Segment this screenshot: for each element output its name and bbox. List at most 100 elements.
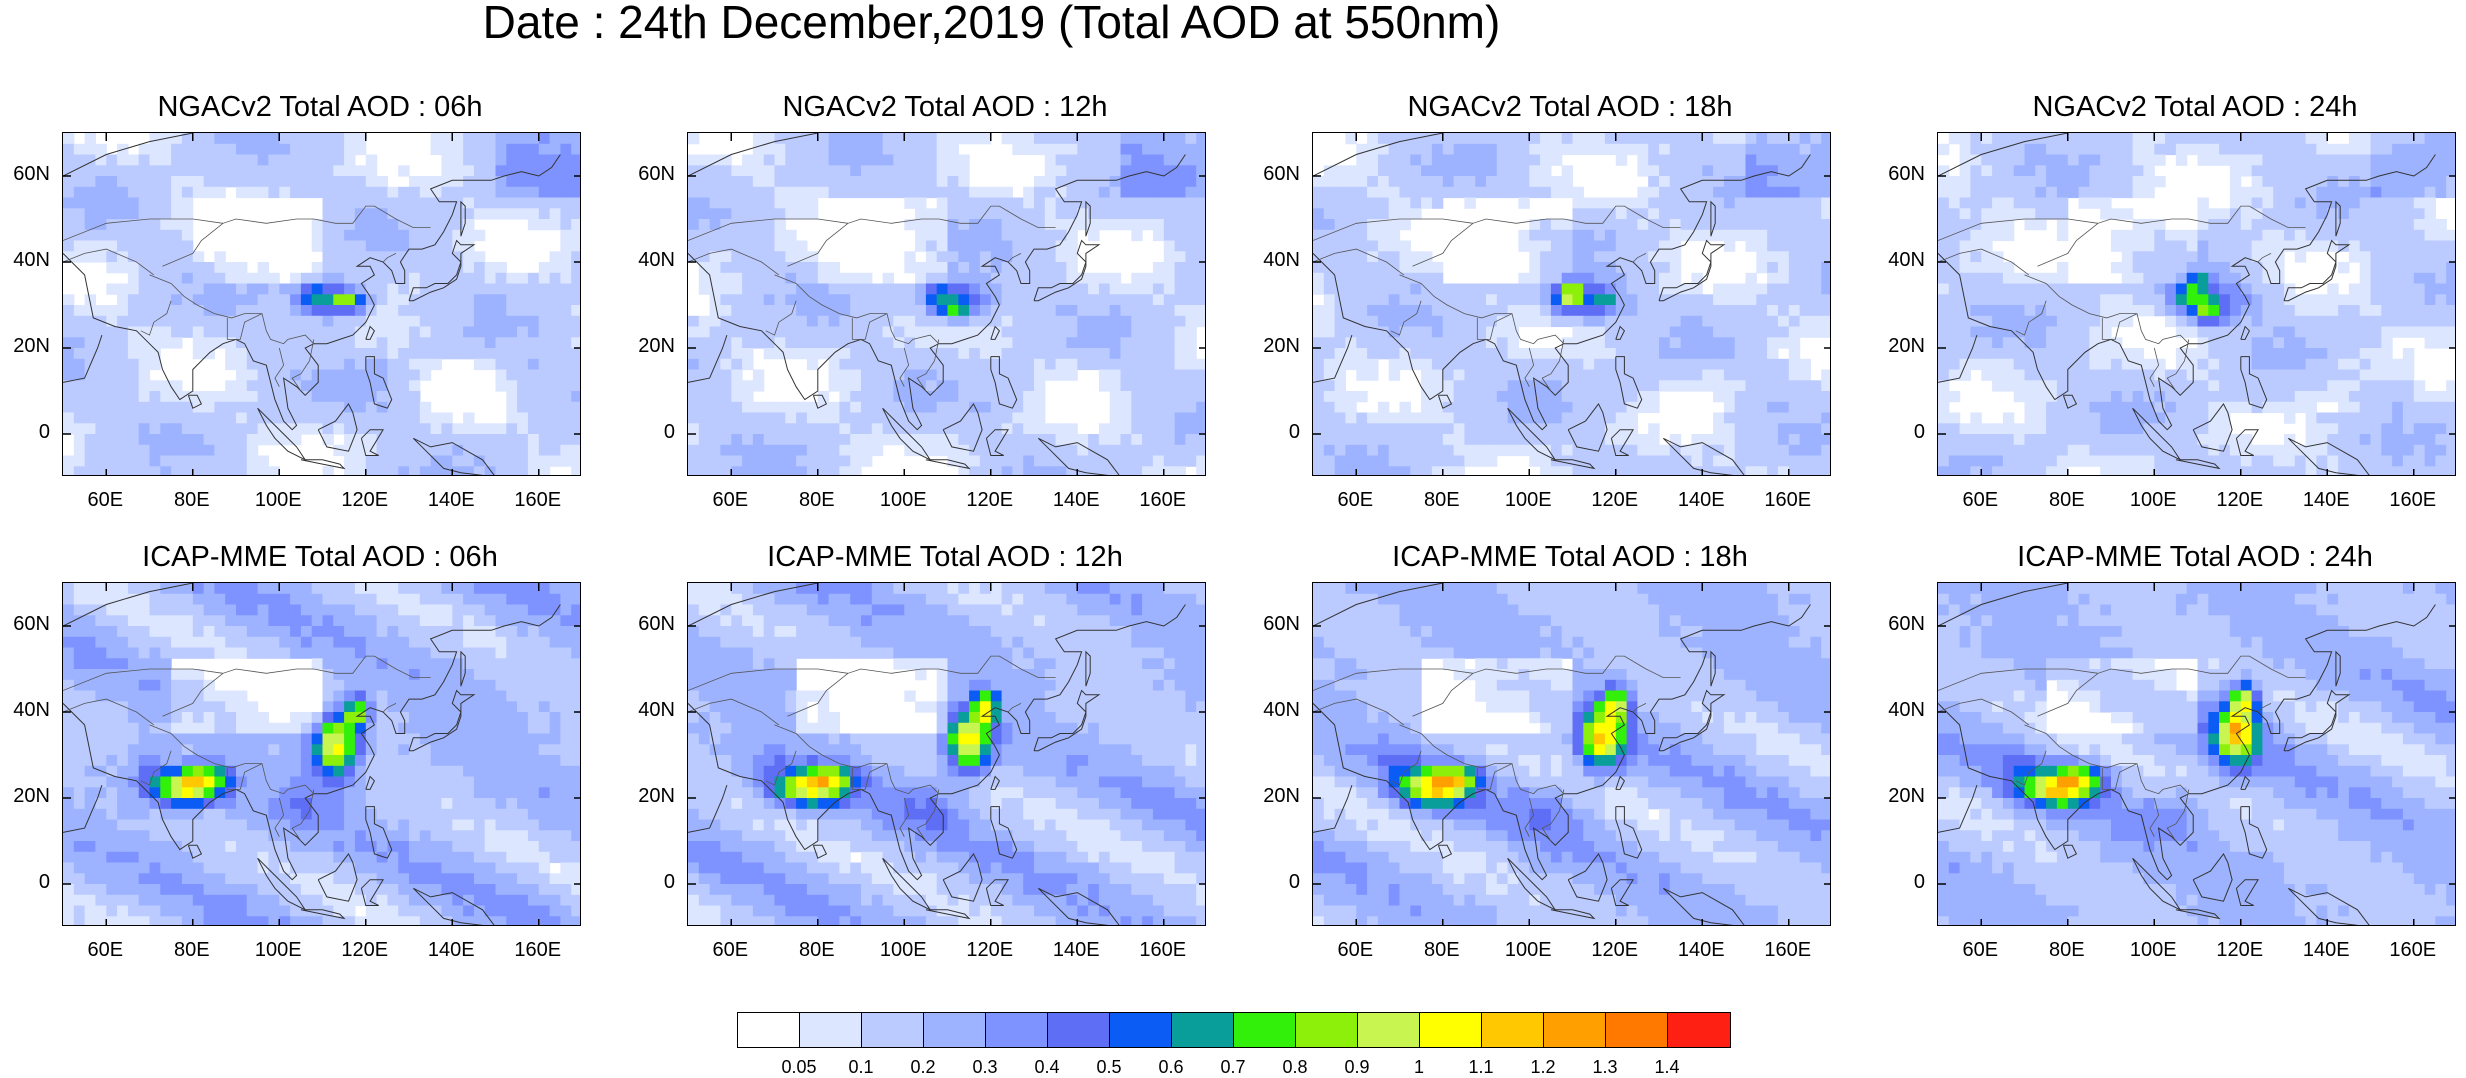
aod-cell: [441, 155, 452, 166]
aod-cell: [1540, 187, 1551, 198]
aod-cell: [850, 466, 861, 476]
aod-cell: [1821, 434, 1831, 445]
aod-cell: [1410, 284, 1421, 295]
aod-cell: [236, 155, 247, 166]
aod-cell: [182, 445, 193, 456]
aod-cell: [387, 230, 398, 241]
aod-cell: [915, 359, 926, 370]
aod-cell: [236, 402, 247, 413]
aod-cell: [796, 327, 807, 338]
aod-cell: [699, 327, 710, 338]
aod-cell: [2262, 219, 2273, 230]
aod-cell: [1421, 348, 1432, 359]
aod-cell: [2425, 144, 2436, 155]
aod-cell: [528, 305, 539, 316]
aod-cell: [398, 391, 409, 402]
aod-cell: [753, 133, 764, 144]
aod-cell: [958, 423, 969, 434]
aod-cell: [366, 402, 377, 413]
aod-cell: [1778, 337, 1789, 348]
aod-cell: [398, 466, 409, 476]
aod-cell: [1045, 230, 1056, 241]
aod-cell: [2241, 316, 2252, 327]
aod-cell: [1142, 133, 1153, 144]
aod-cell: [2316, 348, 2327, 359]
aod-cell: [258, 337, 269, 348]
aod-cell: [2327, 187, 2338, 198]
aod-cell: [1648, 456, 1659, 467]
aod-cell: [550, 262, 561, 273]
aod-cell: [1540, 133, 1551, 144]
aod-cell: [85, 456, 96, 467]
aod-cell: [1056, 251, 1067, 262]
aod-cell: [193, 434, 204, 445]
aod-cell: [2273, 327, 2284, 338]
aod-cell: [2435, 294, 2446, 305]
aod-cell: [2046, 348, 2057, 359]
aod-cell: [409, 466, 420, 476]
aod-cell: [958, 133, 969, 144]
aod-cell: [1088, 284, 1099, 295]
aod-cell: [2089, 198, 2100, 209]
aod-cell: [1034, 413, 1045, 424]
aod-cell: [333, 391, 344, 402]
aod-cell: [1175, 144, 1186, 155]
aod-cell: [463, 176, 474, 187]
aod-cell: [2133, 294, 2144, 305]
aod-cell: [506, 187, 517, 198]
aod-cell: [904, 176, 915, 187]
aod-cell: [764, 219, 775, 230]
aod-cell: [1421, 198, 1432, 209]
aod-cell: [969, 380, 980, 391]
aod-cell: [2316, 144, 2327, 155]
aod-cell: [95, 413, 106, 424]
aod-cell: [2295, 144, 2306, 155]
aod-cell: [2381, 316, 2392, 327]
aod-cell: [528, 402, 539, 413]
aod-cell: [2371, 144, 2382, 155]
aod-cell: [1810, 284, 1821, 295]
aod-cell: [1573, 380, 1584, 391]
aod-cell: [1691, 230, 1702, 241]
aod-cell: [1185, 208, 1196, 219]
aod-cell: [699, 423, 710, 434]
aod-cell: [1497, 144, 1508, 155]
aod-cell: [193, 391, 204, 402]
aod-cell: [355, 176, 366, 187]
aod-cell: [1088, 144, 1099, 155]
aod-cell: [1540, 370, 1551, 381]
aod-cell: [2349, 284, 2360, 295]
aod-cell: [106, 380, 117, 391]
aod-cell: [1131, 187, 1142, 198]
aod-cell: [139, 198, 150, 209]
aod-cell: [312, 391, 323, 402]
aod-cell: [2381, 262, 2392, 273]
aod-cell: [301, 176, 312, 187]
aod-cell: [366, 391, 377, 402]
aod-cell: [2089, 133, 2100, 144]
aod-cell: [550, 445, 561, 456]
aod-cell: [2187, 241, 2198, 252]
aod-cell: [1088, 155, 1099, 166]
aod-cell: [1056, 262, 1067, 273]
aod-cell: [1034, 305, 1045, 316]
aod-cell: [517, 391, 528, 402]
aod-cell: [2381, 219, 2392, 230]
aod-cell: [1735, 219, 1746, 230]
aod-cell: [2057, 273, 2068, 284]
aod-cell: [699, 316, 710, 327]
aod-cell: [753, 316, 764, 327]
aod-cell: [904, 144, 915, 155]
aod-cell: [1012, 423, 1023, 434]
aod-cell: [463, 337, 474, 348]
aod-cell: [506, 337, 517, 348]
aod-cell: [2262, 316, 2273, 327]
aod-cell: [1616, 219, 1627, 230]
aod-cell: [2392, 305, 2403, 316]
aod-cell: [742, 359, 753, 370]
aod-cell: [236, 294, 247, 305]
aod-cell: [720, 380, 731, 391]
aod-cell: [1421, 359, 1432, 370]
aod-cell: [301, 305, 312, 316]
aod-cell: [463, 144, 474, 155]
